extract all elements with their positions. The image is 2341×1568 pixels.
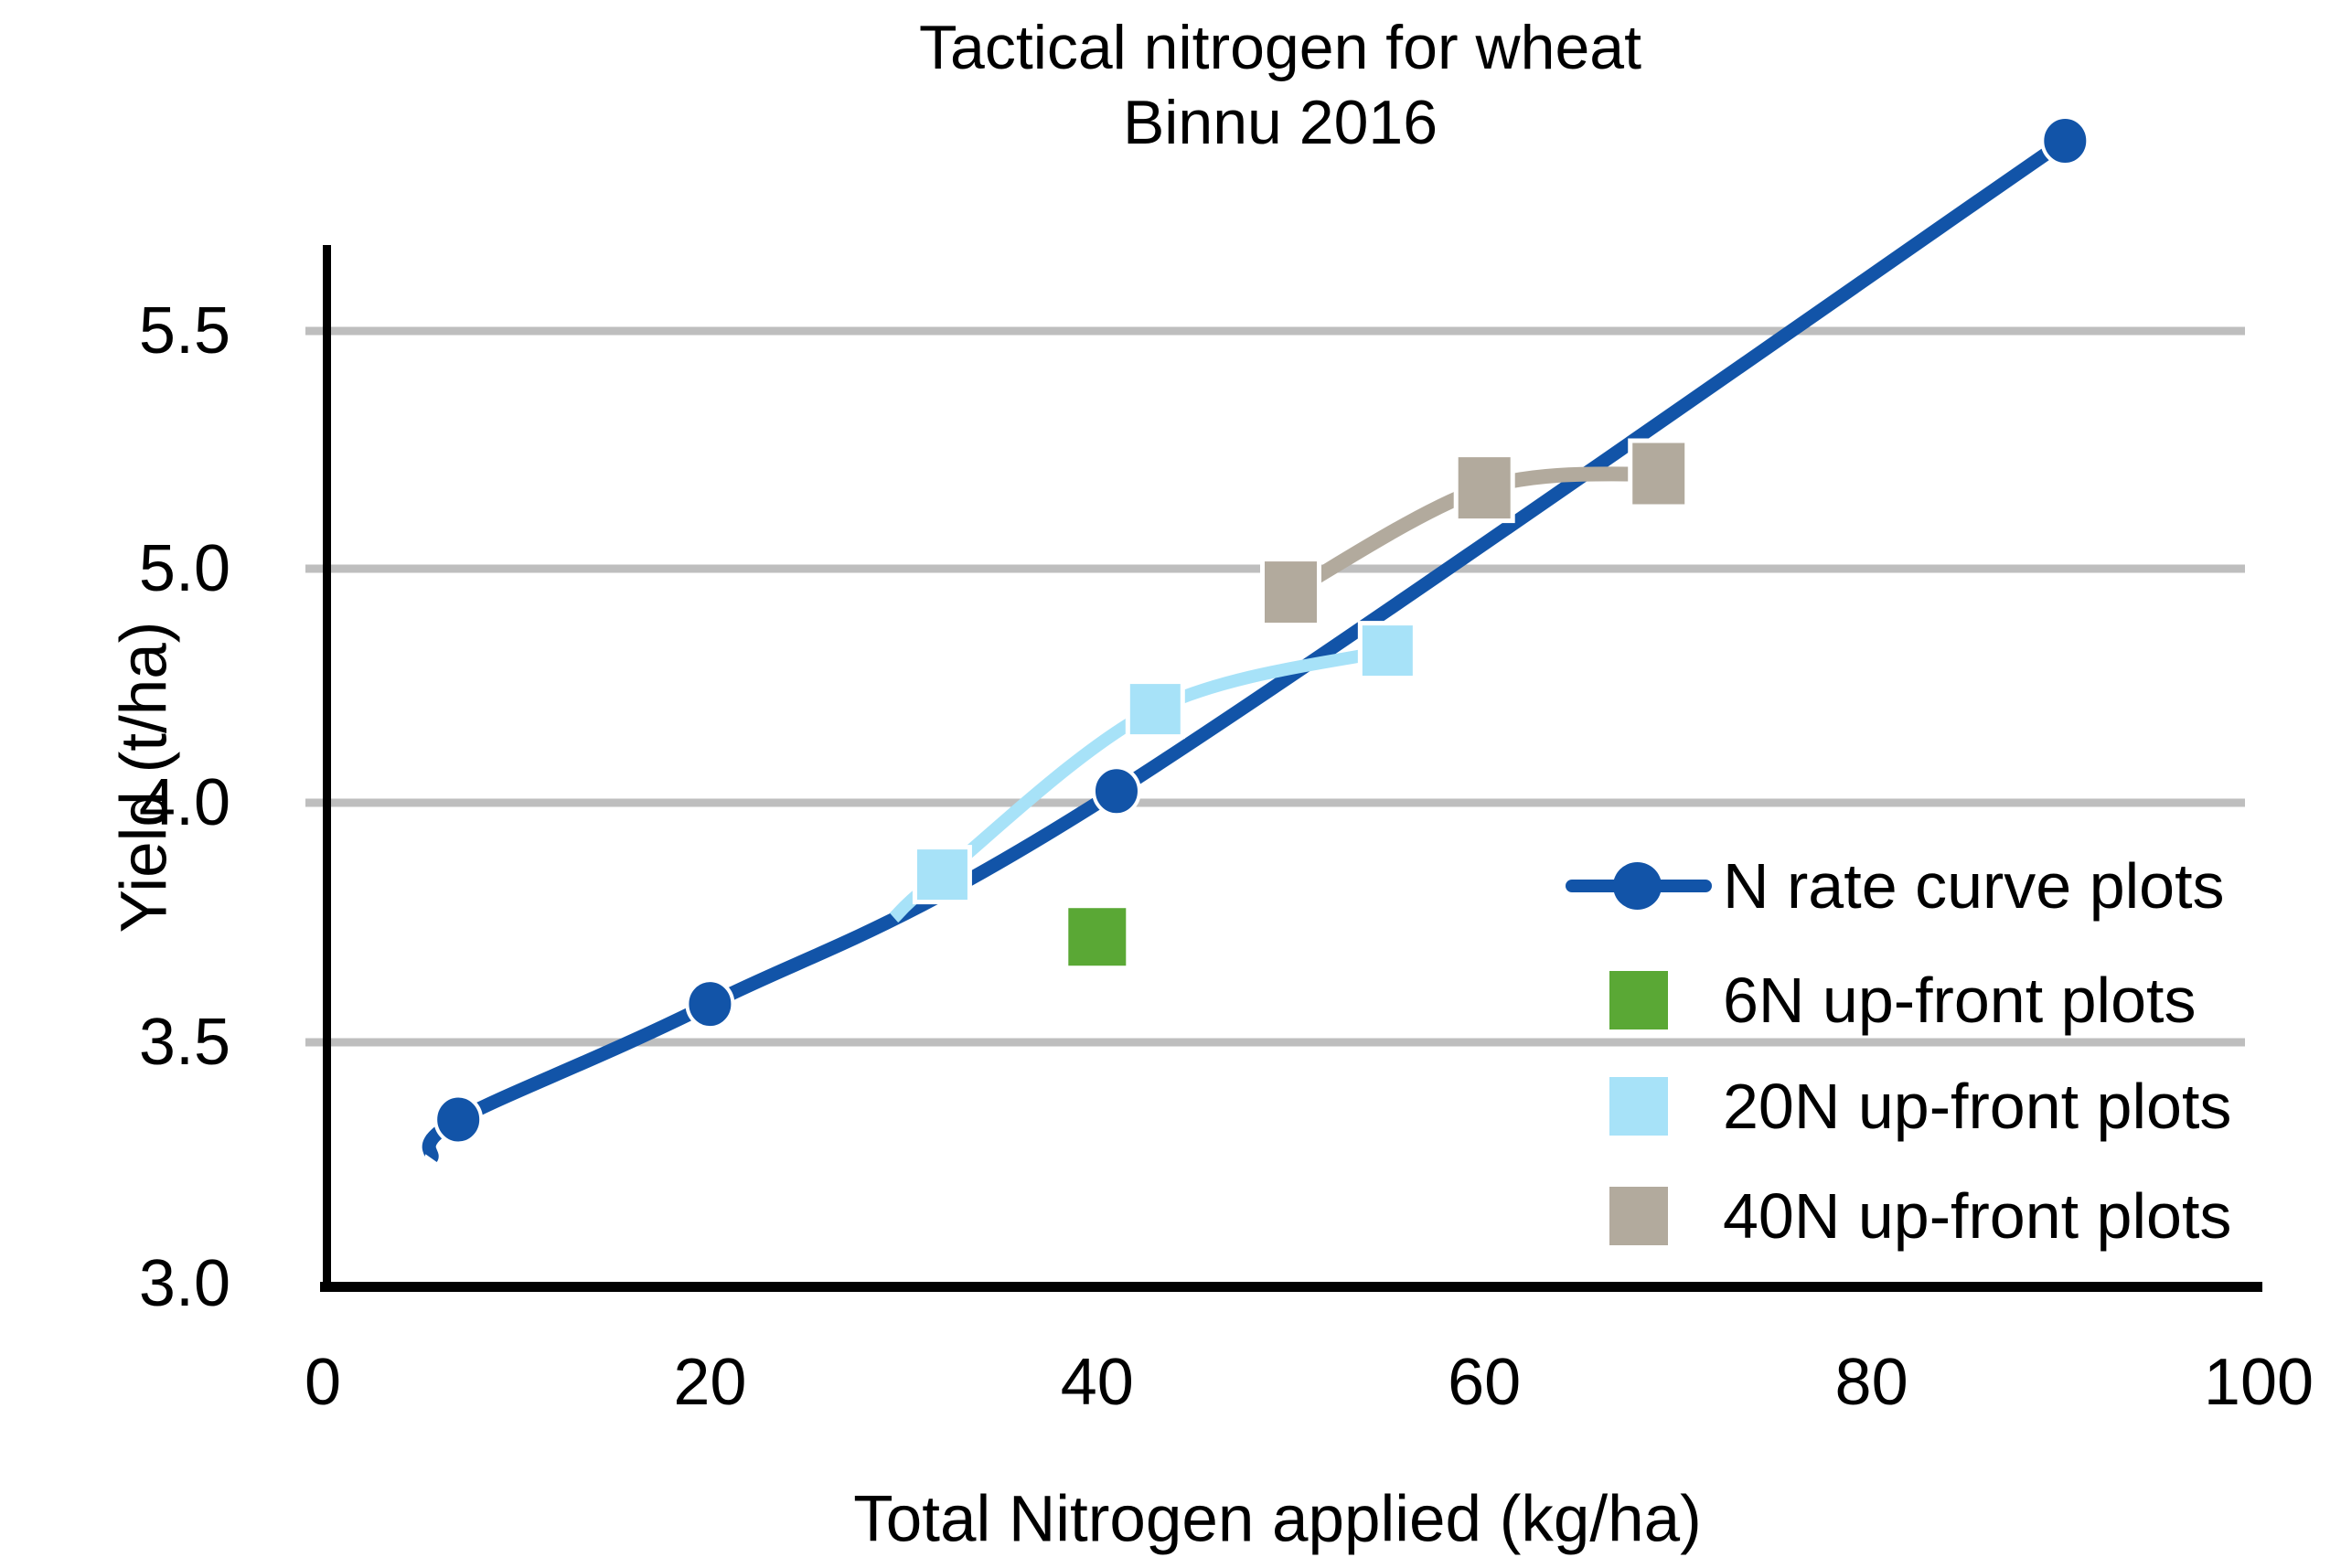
y-tick-label-5.0: 5.0 <box>138 532 230 605</box>
legend-swatch-20n <box>1609 1077 1668 1136</box>
legend-swatch-40n <box>1609 1187 1668 1245</box>
marker-n-rate-curve-plots-20N <box>685 978 735 1030</box>
marker-20n-up-front-plots-55N <box>1357 621 1417 681</box>
legend-swatch-6n <box>1609 971 1668 1029</box>
y-tick-label-3.5: 3.5 <box>138 1006 230 1079</box>
x-tick-label-100: 100 <box>2203 1346 2314 1419</box>
legend-dot-marker <box>1613 862 1662 910</box>
marker-n-rate-curve-plots-90N <box>2040 115 2090 166</box>
x-axis-title: Total Nitrogen applied (kg/ha) <box>853 1483 1702 1556</box>
y-tick-label-3.0: 3.0 <box>138 1247 230 1320</box>
marker-40n-up-front-plots-50N <box>1260 557 1321 628</box>
marker-20n-up-front-plots-32N <box>912 845 972 905</box>
x-tick-label-40: 40 <box>1060 1346 1134 1419</box>
marker-40n-up-front-plots-60N <box>1453 453 1515 524</box>
legend-label-20n: 20N up-front plots <box>1723 1071 2232 1142</box>
x-tick-label-20: 20 <box>673 1346 747 1419</box>
marker-n-rate-curve-plots-7N <box>433 1093 484 1146</box>
x-tick-label-80: 80 <box>1834 1346 1908 1419</box>
marker-20n-up-front-plots-43N <box>1125 679 1185 740</box>
x-tick-label-0: 0 <box>304 1346 342 1419</box>
chart-title-line2: Binnu 2016 <box>1122 88 1438 157</box>
marker-6n-up-front-plots-40N <box>1064 903 1131 971</box>
chart-title-line1: Tactical nitrogen for wheat <box>919 13 1641 82</box>
legend-label-40n: 40N up-front plots <box>1723 1180 2232 1252</box>
legend-label-6n: 6N up-front plots <box>1723 965 2197 1036</box>
y-tick-label-5.5: 5.5 <box>138 294 230 368</box>
x-tick-label-60: 60 <box>1448 1346 1522 1419</box>
x-axis-line <box>320 1282 2262 1292</box>
marker-n-rate-curve-plots-41N <box>1091 765 1141 817</box>
y-axis-line <box>323 245 331 1287</box>
y-tick-label-4.0: 4.0 <box>138 766 230 839</box>
series-line-n-rate-curve-plots <box>422 134 2069 1163</box>
legend-label-n: N rate curve plots <box>1723 850 2225 922</box>
marker-40n-up-front-plots-69N <box>1628 438 1690 509</box>
